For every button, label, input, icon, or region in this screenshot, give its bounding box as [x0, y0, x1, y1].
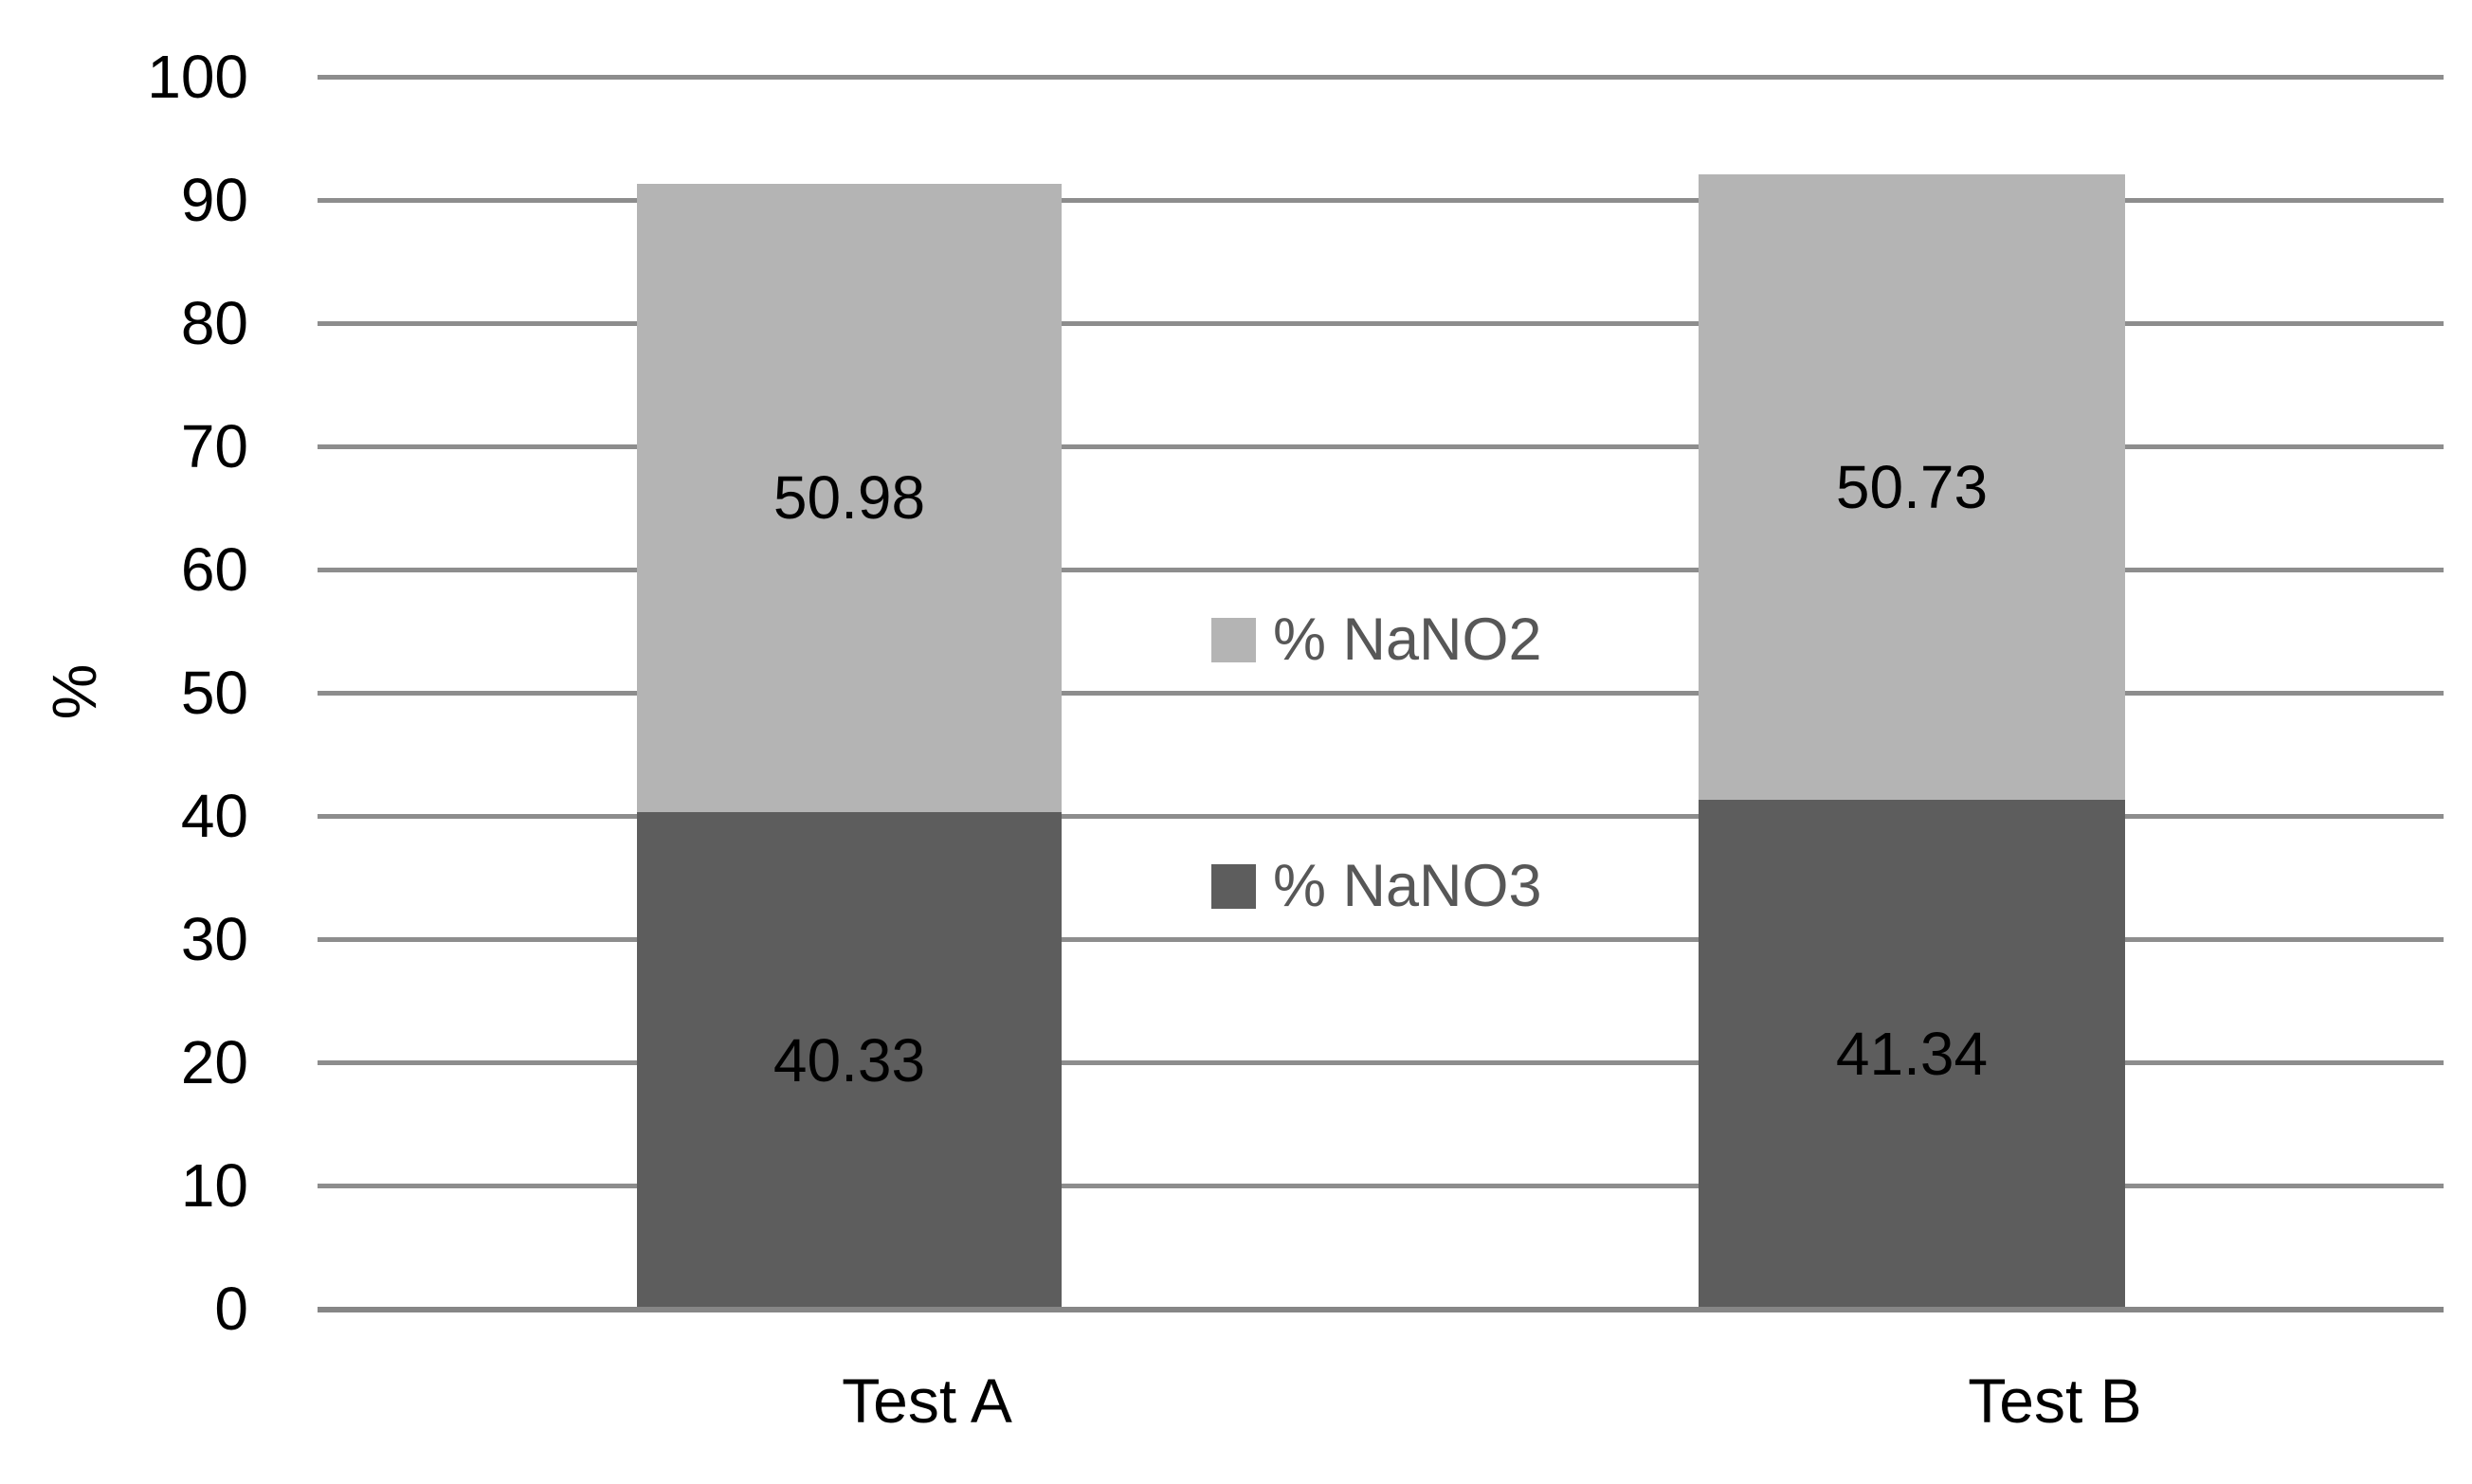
y-tick-label-90: 90	[180, 166, 248, 234]
legend-swatch-nano2-icon	[1211, 617, 1256, 662]
legend-swatch-nano3-icon	[1211, 863, 1256, 909]
y-tick-label-70: 70	[180, 412, 248, 480]
legend-label-nano3: % NaNO3	[1273, 853, 1542, 919]
gridline-60	[318, 568, 2444, 572]
gridline-70	[318, 444, 2444, 449]
legend-label-nano2: % NaNO2	[1273, 606, 1542, 673]
gridline-100	[318, 75, 2444, 80]
y-tick-label-10: 10	[180, 1151, 248, 1220]
y-tick-label-60: 60	[180, 535, 248, 604]
gridline-90	[318, 198, 2444, 203]
y-axis-title: %	[39, 663, 109, 720]
legend-item-nano3: % NaNO3	[1211, 853, 1542, 919]
data-label-nano2-test-b: 50.73	[1835, 452, 1989, 521]
bar-segment-nano3-test-a	[637, 811, 1062, 1309]
gridline-80	[318, 321, 2444, 326]
bar-segment-nano2-test-b	[1699, 174, 2125, 800]
legend-item-nano2: % NaNO2	[1211, 606, 1542, 673]
category-label-test-b: Test B	[1968, 1366, 2142, 1436]
gridline-0	[318, 1307, 2444, 1312]
data-label-nano2-test-a: 50.98	[772, 463, 926, 533]
bar-segment-nano2-test-a	[637, 183, 1062, 812]
y-tick-label-0: 0	[214, 1275, 248, 1343]
y-tick-label-50: 50	[180, 659, 248, 727]
gridline-10	[318, 1184, 2444, 1188]
data-label-nano3-test-a: 40.33	[772, 1025, 926, 1095]
category-label-test-a: Test A	[842, 1366, 1012, 1436]
y-tick-label-40: 40	[180, 782, 248, 850]
gridline-20	[318, 1060, 2444, 1065]
y-tick-label-20: 20	[180, 1028, 248, 1096]
y-tick-label-80: 80	[180, 289, 248, 357]
data-label-nano3-test-b: 41.34	[1835, 1020, 1989, 1089]
gridline-50	[318, 691, 2444, 696]
y-tick-label-100: 100	[147, 43, 248, 111]
y-tick-label-30: 30	[180, 905, 248, 973]
bar-segment-nano3-test-b	[1699, 799, 2125, 1309]
gridline-40	[318, 814, 2444, 819]
gridline-30	[318, 937, 2444, 942]
